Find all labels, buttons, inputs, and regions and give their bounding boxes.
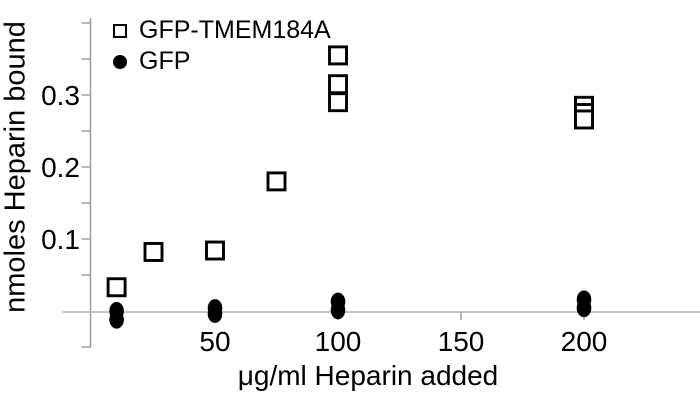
- data-point-open-square: [266, 171, 287, 192]
- x-tick-label: 200: [561, 326, 608, 357]
- data-point-open-square: [328, 74, 348, 95]
- y-tick-label: 0.2: [41, 152, 80, 183]
- data-point-open-square: [106, 277, 127, 298]
- legend: GFP-TMEM184A GFP: [111, 15, 331, 77]
- data-point-open-square: [328, 45, 348, 66]
- x-tick-label: 100: [315, 326, 362, 357]
- legend-item-gfp: GFP: [111, 46, 331, 77]
- legend-marker-box: [111, 53, 129, 71]
- x-tick-label: 50: [199, 326, 230, 357]
- x-axis-label: μg/ml Heparin added: [237, 360, 499, 391]
- data-point-open-square: [574, 109, 594, 130]
- data-point-filled-circle: [576, 299, 592, 318]
- y-tick-label: 0.1: [41, 224, 80, 255]
- y-tick-label: 0.3: [41, 80, 80, 111]
- legend-label-gfp-tmem184a: GFP-TMEM184A: [139, 16, 331, 44]
- legend-label-gfp: GFP: [139, 47, 191, 75]
- data-point-filled-circle: [207, 304, 223, 323]
- data-point-open-square: [143, 242, 164, 262]
- data-point-filled-circle: [109, 310, 124, 329]
- data-point-open-square: [328, 92, 348, 113]
- x-tick-label: 150: [438, 326, 485, 357]
- data-point-open-square: [205, 240, 225, 261]
- y-axis-label: nmoles Heparin bound: [0, 21, 32, 313]
- filled-circle-marker-icon: [113, 54, 127, 69]
- legend-item-gfp-tmem184a: GFP-TMEM184A: [111, 15, 331, 46]
- open-square-marker-icon: [113, 23, 127, 38]
- legend-marker-box: [111, 22, 129, 40]
- data-point-filled-circle: [330, 301, 346, 320]
